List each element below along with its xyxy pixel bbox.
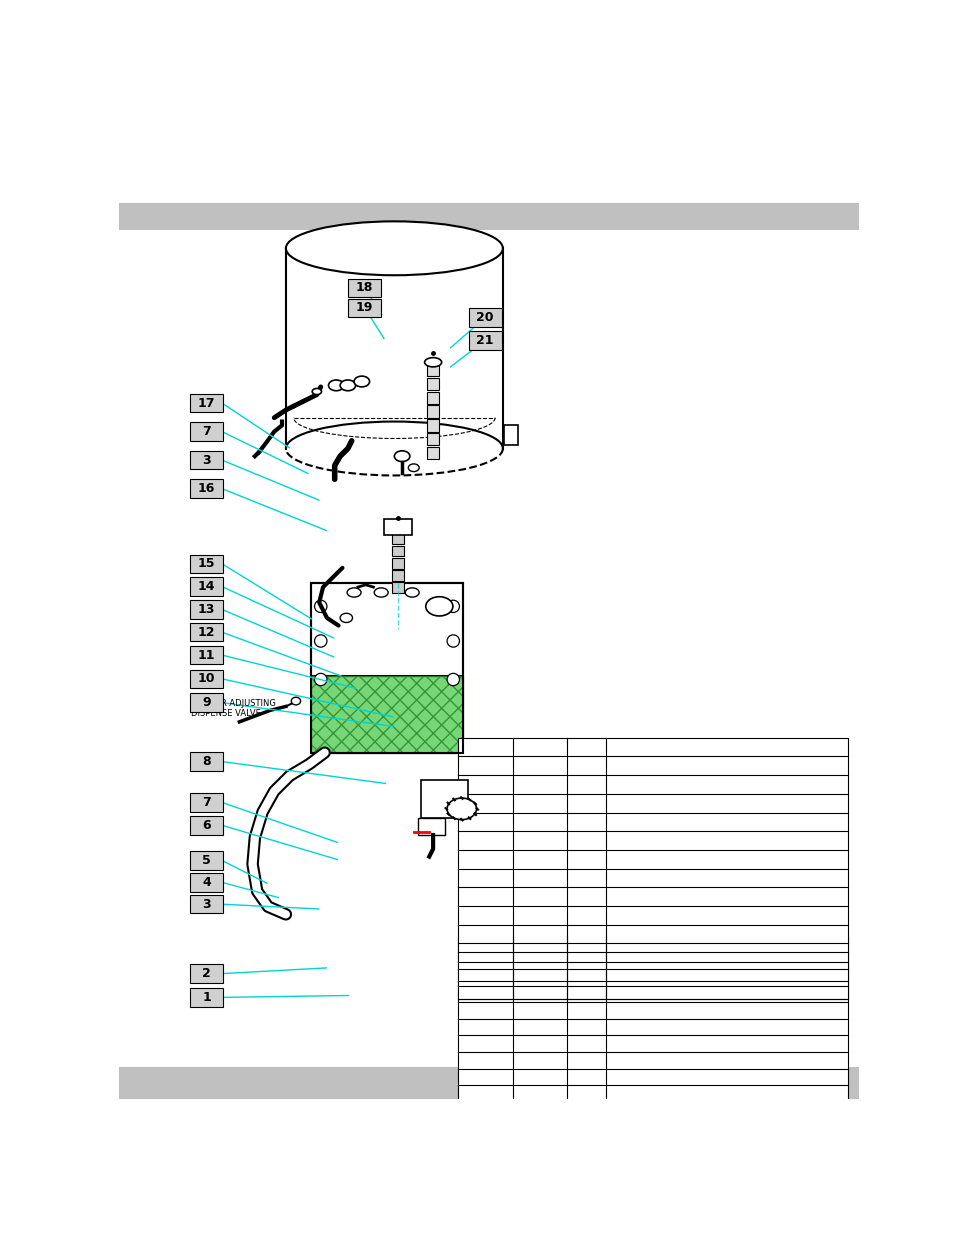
FancyBboxPatch shape — [190, 873, 223, 892]
FancyBboxPatch shape — [190, 422, 223, 441]
Bar — [421, 779, 468, 818]
Text: KEY FOR ADJUSTING
DISPENSE VALVE: KEY FOR ADJUSTING DISPENSE VALVE — [192, 699, 276, 718]
Bar — [392, 558, 404, 568]
FancyBboxPatch shape — [190, 622, 223, 641]
Bar — [427, 378, 439, 390]
Text: 8: 8 — [202, 755, 211, 768]
Circle shape — [447, 673, 459, 685]
Text: 2: 2 — [202, 967, 211, 981]
Bar — [417, 818, 444, 835]
Text: 11: 11 — [197, 648, 215, 662]
Text: 6: 6 — [202, 819, 211, 832]
FancyBboxPatch shape — [469, 331, 501, 350]
FancyBboxPatch shape — [190, 600, 223, 619]
Ellipse shape — [347, 588, 360, 597]
Text: 1: 1 — [202, 990, 211, 1004]
Bar — [392, 583, 404, 593]
Bar — [311, 583, 462, 677]
Bar — [427, 447, 439, 459]
Ellipse shape — [312, 389, 321, 395]
Circle shape — [314, 673, 327, 685]
FancyBboxPatch shape — [190, 451, 223, 469]
Bar — [119, 1067, 858, 1099]
Circle shape — [314, 635, 327, 647]
FancyBboxPatch shape — [190, 895, 223, 914]
FancyBboxPatch shape — [348, 299, 380, 317]
Bar — [457, 936, 847, 1102]
Bar — [427, 391, 439, 404]
FancyBboxPatch shape — [190, 479, 223, 498]
FancyBboxPatch shape — [190, 793, 223, 811]
Circle shape — [447, 635, 459, 647]
Bar — [427, 364, 439, 377]
Text: 3: 3 — [202, 453, 211, 467]
Bar — [427, 433, 439, 446]
Text: 21: 21 — [476, 333, 494, 347]
FancyBboxPatch shape — [190, 851, 223, 869]
FancyBboxPatch shape — [190, 693, 223, 711]
Bar — [427, 405, 439, 417]
FancyBboxPatch shape — [190, 555, 223, 573]
Bar — [392, 534, 404, 543]
Ellipse shape — [291, 698, 300, 705]
Ellipse shape — [340, 380, 355, 390]
Text: 19: 19 — [355, 301, 373, 315]
FancyBboxPatch shape — [190, 988, 223, 1007]
Ellipse shape — [374, 588, 388, 597]
Text: 12: 12 — [197, 626, 215, 638]
FancyBboxPatch shape — [190, 752, 223, 771]
Text: 18: 18 — [355, 282, 373, 294]
Bar — [311, 677, 462, 752]
Bar — [311, 583, 462, 752]
Ellipse shape — [424, 358, 441, 367]
Bar — [119, 204, 858, 230]
Ellipse shape — [408, 464, 418, 472]
FancyBboxPatch shape — [190, 577, 223, 595]
FancyBboxPatch shape — [190, 816, 223, 835]
Text: 5: 5 — [202, 853, 211, 867]
Ellipse shape — [425, 597, 453, 616]
Text: 9: 9 — [202, 697, 211, 709]
FancyBboxPatch shape — [348, 279, 380, 298]
FancyBboxPatch shape — [469, 309, 501, 327]
Bar — [427, 419, 439, 431]
Text: 15: 15 — [197, 557, 215, 571]
Ellipse shape — [340, 614, 353, 622]
Ellipse shape — [405, 588, 418, 597]
Text: 17: 17 — [197, 396, 215, 410]
Text: 4: 4 — [202, 876, 211, 889]
Bar — [457, 737, 847, 999]
FancyBboxPatch shape — [190, 965, 223, 983]
Bar — [384, 520, 412, 535]
Bar — [392, 571, 404, 580]
Ellipse shape — [328, 380, 344, 390]
Ellipse shape — [354, 377, 369, 387]
Text: 20: 20 — [476, 311, 494, 324]
Ellipse shape — [394, 451, 410, 462]
Text: 10: 10 — [197, 672, 215, 685]
Text: 7: 7 — [202, 795, 211, 809]
Bar — [392, 546, 404, 556]
Text: 3: 3 — [202, 898, 211, 910]
Bar — [504, 425, 517, 445]
Text: 7: 7 — [202, 425, 211, 438]
Circle shape — [314, 600, 327, 613]
Ellipse shape — [447, 798, 476, 820]
Text: 14: 14 — [197, 580, 215, 593]
Circle shape — [447, 600, 459, 613]
FancyBboxPatch shape — [190, 646, 223, 664]
Text: 13: 13 — [197, 603, 215, 616]
Ellipse shape — [286, 221, 502, 275]
FancyBboxPatch shape — [190, 669, 223, 688]
FancyBboxPatch shape — [190, 394, 223, 412]
Text: 16: 16 — [197, 482, 215, 495]
